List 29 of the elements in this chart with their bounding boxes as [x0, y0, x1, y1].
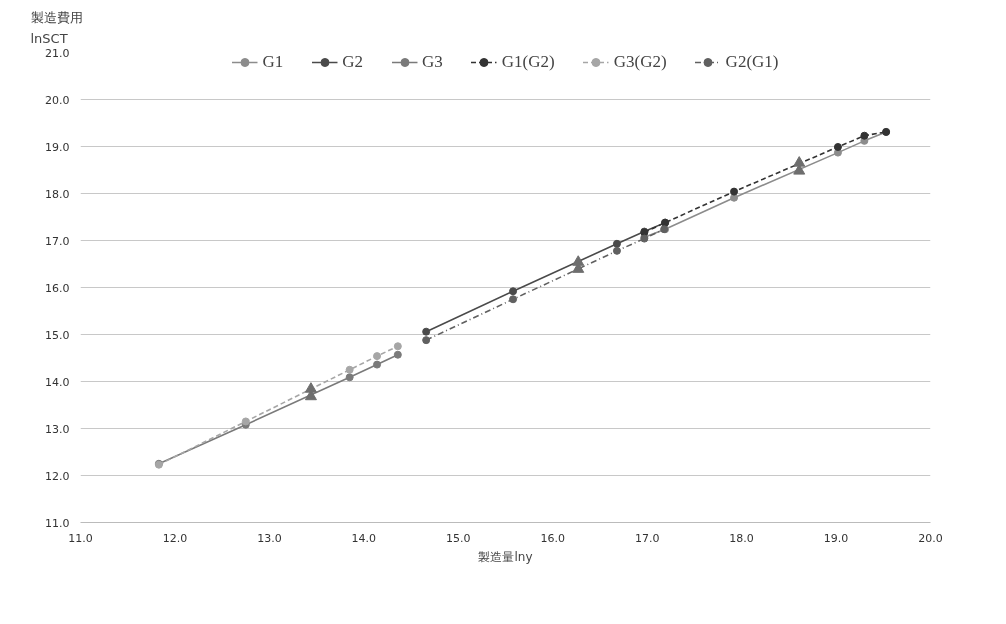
y-tick-label: 16.0 — [45, 281, 70, 295]
x-tick-label: 11.0 — [68, 531, 93, 545]
legend-label: G2(G1) — [725, 52, 779, 72]
y-tick-label: 20.0 — [45, 93, 70, 107]
y-tick-label: 13.0 — [45, 422, 70, 436]
legend-label: G3 — [422, 52, 443, 72]
x-tick-label: 18.0 — [729, 531, 754, 545]
x-tick-label: 13.0 — [257, 531, 282, 545]
x-tick-label: 16.0 — [540, 531, 565, 545]
x-tick-label: 17.0 — [634, 531, 660, 545]
x-tick-label: 14.0 — [351, 531, 377, 545]
y-tick-label: 15.0 — [45, 328, 70, 342]
legend-label: G2 — [342, 52, 364, 72]
x-tick-label: 19.0 — [823, 531, 849, 545]
y-tick-label: 18.0 — [45, 187, 70, 201]
x-tick-label: 15.0 — [446, 531, 471, 545]
legend-label: G3(G2) — [613, 52, 667, 72]
y-tick-label: 12.0 — [45, 469, 70, 483]
y-tick-label: 17.0 — [45, 234, 70, 248]
y-tick-label: 21.0 — [45, 46, 70, 60]
x-axis-title: 製造量lny — [478, 549, 533, 564]
y-tick-label: 19.0 — [45, 140, 70, 154]
y-tick-label: 11.0 — [45, 516, 70, 530]
legend-label: G1 — [262, 52, 284, 72]
legend-label: G1(G2) — [501, 52, 555, 72]
y-tick-label: 14.0 — [45, 375, 70, 389]
x-tick-label: 20.0 — [918, 531, 943, 545]
x-tick-label: 12.0 — [162, 531, 188, 545]
y-axis-title: 製造費用 lnSCT — [30, 9, 83, 46]
